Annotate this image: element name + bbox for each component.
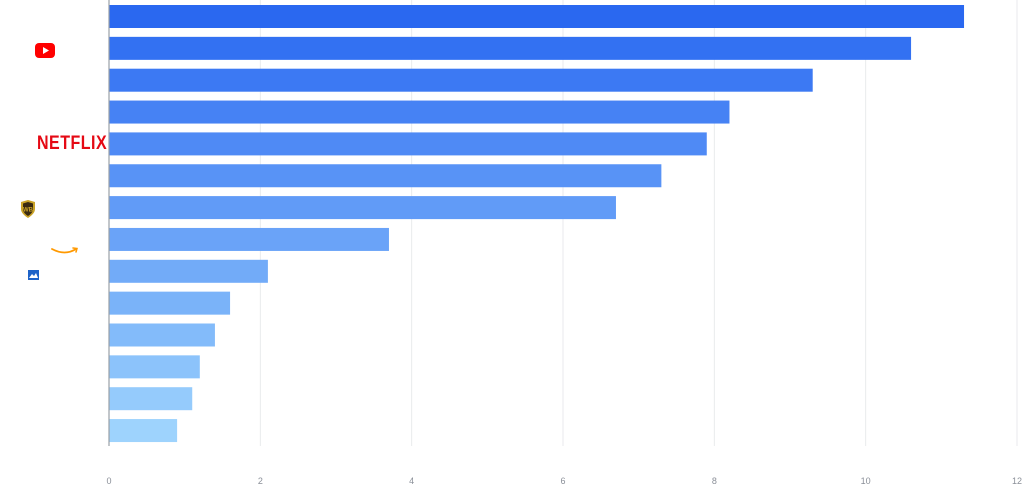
bar <box>109 355 200 379</box>
svg-text:WB: WB <box>23 208 34 214</box>
x-tick-label: 12 <box>1012 476 1022 486</box>
warner-bros-logo: WB <box>20 200 36 223</box>
youtube-logo <box>35 43 55 63</box>
bar <box>109 227 389 251</box>
x-tick-label: 4 <box>409 476 414 486</box>
x-tick-label: 8 <box>712 476 717 486</box>
bar <box>109 36 912 60</box>
bar <box>109 259 268 283</box>
bar <box>109 68 813 92</box>
paramount-logo <box>28 267 39 285</box>
bar <box>109 419 178 443</box>
x-tick-label: 6 <box>560 476 565 486</box>
bar <box>109 387 193 411</box>
x-tick-label: 0 <box>106 476 111 486</box>
bar <box>109 196 616 220</box>
netflix-logo: NETFLIX <box>37 133 108 154</box>
amazon-logo <box>51 243 79 261</box>
bar <box>109 291 231 315</box>
bar <box>109 100 730 124</box>
bar <box>109 5 965 28</box>
x-tick-label: 2 <box>258 476 263 486</box>
bar <box>109 323 215 347</box>
x-tick-labels: 0 2 4 6 8 10 12 <box>106 476 1022 486</box>
bars <box>109 5 965 443</box>
bar <box>109 132 707 156</box>
bar <box>109 164 662 188</box>
x-tick-label: 10 <box>861 476 871 486</box>
grid-lines <box>259 0 1018 446</box>
